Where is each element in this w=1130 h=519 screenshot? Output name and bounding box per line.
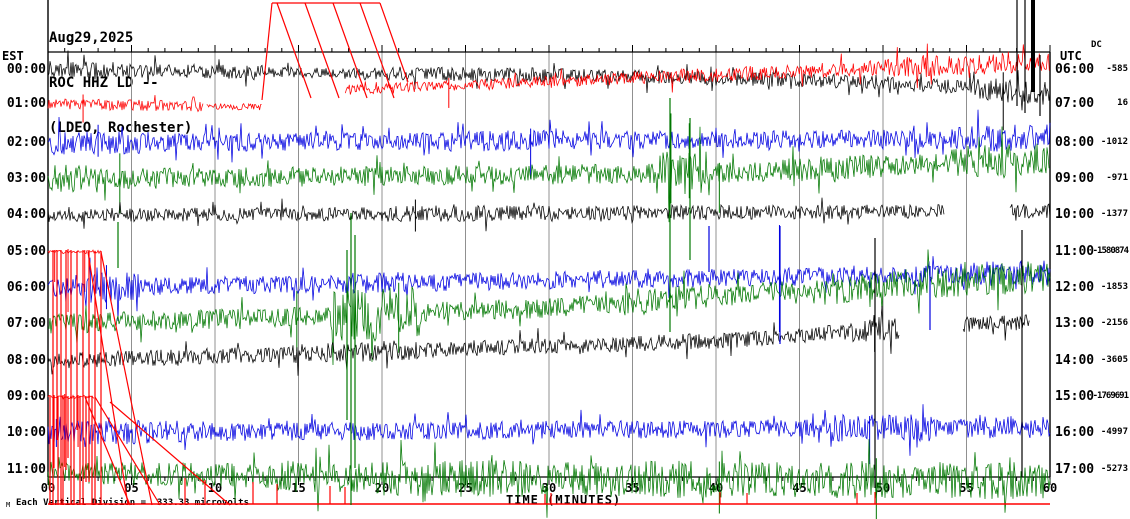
left-axis-header: EST bbox=[2, 49, 24, 63]
x-tick-label: 60 bbox=[1042, 481, 1058, 495]
plot-header: Aug29,2025 ROC HHZ LD -- (LDEO, Rocheste… bbox=[49, 1, 192, 166]
dc-value: -2156 bbox=[1100, 318, 1128, 328]
est-time-label: 02:00 bbox=[6, 135, 46, 150]
utc-time-label: 13:00 bbox=[1055, 316, 1095, 331]
x-tick-label: 25 bbox=[458, 481, 473, 495]
utc-time-label: 08:00 bbox=[1055, 135, 1095, 150]
x-tick-label: 10 bbox=[207, 481, 223, 495]
dc-value: -971 bbox=[1106, 173, 1128, 183]
dc-value: 16 bbox=[1117, 98, 1128, 108]
dc-value: -585 bbox=[1106, 64, 1128, 74]
header-station: ROC HHZ LD -- bbox=[49, 75, 159, 91]
utc-time-label: 16:00 bbox=[1055, 425, 1095, 440]
est-time-label: 03:00 bbox=[6, 171, 46, 186]
est-time-label: 01:00 bbox=[6, 96, 46, 111]
utc-time-label: 14:00 bbox=[1055, 353, 1095, 368]
x-tick-label: 50 bbox=[875, 481, 891, 495]
utc-time-label: 06:00 bbox=[1055, 62, 1095, 77]
dc-column-header: DC bbox=[1091, 40, 1102, 50]
header-network: (LDEO, Rochester) bbox=[49, 120, 193, 136]
dc-value: -3605 bbox=[1100, 355, 1128, 365]
dc-value: -1853 bbox=[1100, 282, 1128, 292]
utc-time-label: 07:00 bbox=[1055, 96, 1095, 111]
utc-time-label: 10:00 bbox=[1055, 207, 1095, 222]
utc-time-label: 09:00 bbox=[1055, 171, 1095, 186]
utc-time-label: 12:00 bbox=[1055, 280, 1095, 295]
x-tick-label: 55 bbox=[959, 481, 974, 495]
dc-value: -4997 bbox=[1100, 427, 1128, 437]
x-tick-label: 45 bbox=[792, 481, 807, 495]
est-time-label: 07:00 bbox=[6, 316, 46, 331]
dc-value: -1769691 bbox=[1092, 391, 1129, 401]
est-time-label: 04:00 bbox=[6, 207, 46, 222]
dc-value: -1580874 bbox=[1092, 246, 1129, 256]
dc-value: -1012 bbox=[1100, 137, 1128, 147]
est-time-label: 09:00 bbox=[6, 389, 46, 404]
utc-time-label: 17:00 bbox=[1055, 462, 1095, 477]
dc-value: -1377 bbox=[1100, 209, 1128, 219]
right-axis-header: UTC bbox=[1060, 49, 1082, 63]
est-time-label: 05:00 bbox=[6, 244, 46, 259]
utc-time-label: 15:00 bbox=[1055, 389, 1095, 404]
est-time-label: 00:00 bbox=[6, 62, 46, 77]
est-time-label: 10:00 bbox=[6, 425, 46, 440]
est-time-label: 06:00 bbox=[6, 280, 46, 295]
x-tick-label: 35 bbox=[625, 481, 640, 495]
x-tick-label: 15 bbox=[291, 481, 306, 495]
scale-note: Each Vertical Division = 333.33 microvol… bbox=[16, 498, 249, 508]
x-tick-label: 05 bbox=[124, 481, 139, 495]
x-tick-label: 40 bbox=[708, 481, 724, 495]
corner-mark: M bbox=[6, 501, 11, 509]
x-axis-title: TIME (MINUTES) bbox=[506, 493, 622, 507]
x-tick-label: 00 bbox=[40, 481, 56, 495]
header-date: Aug29,2025 bbox=[49, 30, 134, 46]
utc-time-label: 11:00 bbox=[1055, 244, 1095, 259]
x-tick-label: 20 bbox=[374, 481, 390, 495]
est-time-label: 08:00 bbox=[6, 353, 46, 368]
dc-value: -5273 bbox=[1100, 464, 1128, 474]
est-time-label: 11:00 bbox=[6, 462, 46, 477]
